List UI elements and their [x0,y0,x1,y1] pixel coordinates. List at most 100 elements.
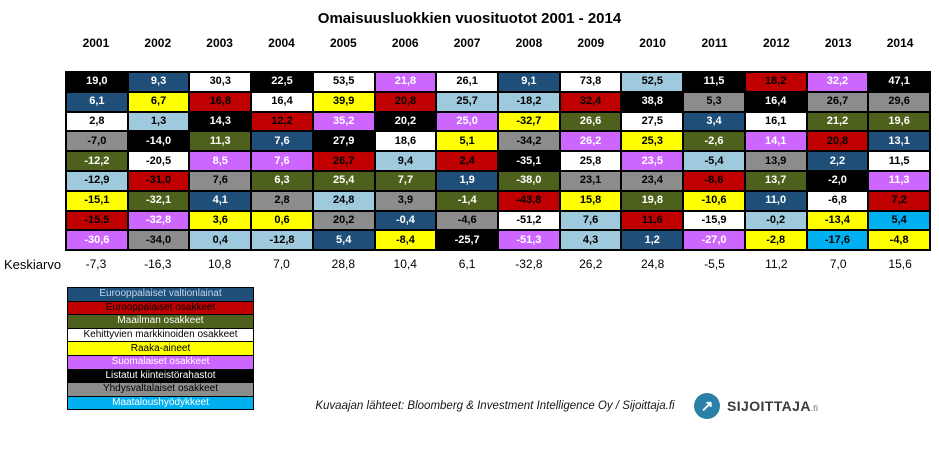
return-cell-2008-r1: 9,1 [499,73,559,91]
return-cell-2007-r1: 26,1 [437,73,497,91]
legend-item: Suomalaiset osakkeet [68,355,253,369]
return-cell-2004-r8: 0,6 [252,211,312,230]
return-cell-2008-r8: -51,2 [499,211,559,230]
legend-item: Eurooppalaiset osakkeet [68,301,253,315]
return-cell-2004-r9: -12,8 [252,231,312,250]
return-cell-2013-r6: -2,0 [807,171,868,190]
average-cell-2011: -5,5 [704,257,725,271]
return-cell-2002-r3: 1,3 [128,112,189,131]
return-cell-2013-r1: 32,2 [807,73,868,91]
return-cell-2014-r9: -4,8 [869,231,929,250]
average-cell-2014: 15,6 [888,257,912,271]
legend-item: Maailman osakkeet [68,315,253,328]
return-cell-2005-r4: 27,9 [313,132,374,151]
return-cell-2011-r6: -8,6 [684,171,744,190]
return-cell-2003-r5: 8,5 [190,152,251,170]
return-cell-2005-r8: 20,2 [313,211,374,230]
return-cell-2008-r7: -43,8 [499,191,559,210]
return-cell-2005-r6: 25,4 [313,171,374,190]
return-cell-2005-r7: 24,8 [313,191,374,210]
return-cell-2012-r8: -0,2 [745,211,806,230]
return-cell-2007-r7: -1,4 [437,191,497,210]
return-cell-2013-r7: -6,8 [807,191,868,210]
return-cell-2003-r9: 0,4 [190,231,251,250]
return-cell-2007-r5: 2,4 [437,152,497,170]
average-cell-2003: 10,8 [207,257,232,271]
return-cell-2008-r6: -38,0 [499,171,559,190]
return-cell-2013-r4: 20,8 [807,132,868,151]
return-cell-2006-r9: -8,4 [375,231,436,250]
return-cell-2011-r7: -10,6 [684,191,744,210]
logo-text: SIJOITTAJA [727,398,811,414]
return-cell-2003-r2: 16,8 [190,92,251,111]
year-header-2008: 2008 [515,36,543,50]
return-cell-2012-r3: 16,1 [745,112,806,131]
return-cell-2008-r9: -51,3 [499,231,559,250]
average-cell-2013: 7,0 [829,257,847,271]
return-cell-2005-r1: 53,5 [313,73,374,91]
return-cell-2009-r7: 15,8 [560,191,621,210]
return-cell-2006-r5: 9,4 [375,152,436,170]
return-cell-2004-r1: 22,5 [252,73,312,91]
return-cell-2010-r8: 11,6 [622,211,683,230]
year-header-2013: 2013 [824,36,852,50]
legend-item: Raaka-aineet [68,342,253,355]
page-title: Omaisuusluokkien vuosituotot 2001 - 2014 [317,10,622,27]
return-cell-2009-r3: 26,6 [560,112,621,131]
return-cell-2009-r2: 32,4 [560,92,621,111]
return-cell-2008-r3: -32,7 [499,112,559,131]
return-cell-2007-r4: 5,1 [437,132,497,151]
return-cell-2012-r1: 18,2 [745,73,806,91]
return-cell-2003-r3: 14,3 [190,112,251,131]
year-header-2010: 2010 [639,36,666,50]
average-row: -7,3 -16,3 10,8 7,0 28,8 10,4 6,1 -32,8 26,2 24,8… [65,257,931,271]
return-cell-2003-r4: 11,3 [190,132,251,151]
return-cell-2002-r9: -34,0 [128,231,189,250]
return-cell-2013-r2: 26,7 [807,92,868,111]
return-cell-2014-r6: 11,3 [869,171,929,190]
return-cell-2010-r9: 1,2 [622,231,683,250]
return-cell-2009-r9: 4,3 [560,231,621,250]
average-cell-2006: 10,4 [393,257,417,271]
return-cell-2006-r8: -0,4 [375,211,436,230]
average-cell-2009: 26,2 [579,257,603,271]
return-cell-2007-r2: 25,7 [437,92,497,111]
year-header-2012: 2012 [763,36,790,50]
year-header-2005: 2005 [330,36,357,50]
return-cell-2003-r7: 4,1 [190,191,251,210]
year-header-2014: 2014 [886,36,914,50]
average-cell-2007: 6,1 [458,257,476,271]
return-cell-2003-r6: 7,6 [190,171,251,190]
return-cell-2007-r3: 25,0 [437,112,497,131]
return-cell-2001-r6: -12,9 [67,171,127,190]
arrow-up-right-icon: ↗ [694,393,720,419]
legend-item: Yhdysvaltalaiset osakkeet [68,383,253,396]
return-cell-2012-r4: 14,1 [745,132,806,151]
return-cell-2002-r1: 9,3 [128,73,189,91]
year-header-2006: 2006 [391,36,419,50]
average-cell-2010: 24,8 [640,257,665,271]
return-cell-2011-r8: -15,9 [684,211,744,230]
return-cell-2002-r6: -31,0 [128,171,189,190]
return-cell-2010-r4: 25,3 [622,132,683,151]
return-cell-2007-r6: 1,9 [437,171,497,190]
return-cell-2012-r5: 13,9 [745,152,806,170]
source-caption: Kuvaajan lähteet: Bloomberg & Investment… [315,400,675,412]
year-header-2003: 2003 [206,36,233,50]
return-cell-2002-r7: -32,1 [128,191,189,210]
average-cell-2008: -32,8 [515,257,543,271]
return-cell-2001-r1: 19,0 [67,73,127,91]
return-cell-2013-r3: 21,2 [807,112,868,131]
year-header-row: 2001 2002 2003 2004 2005 2006 2007 2008 2009 2010… [65,36,931,50]
return-cell-2004-r4: 7,6 [252,132,312,151]
return-cell-2010-r1: 52,5 [622,73,683,91]
return-cell-2011-r3: 3,4 [684,112,744,131]
return-cell-2014-r7: 7,2 [869,191,929,210]
return-cell-2014-r3: 19,6 [869,112,929,131]
return-cell-2005-r3: 35,2 [313,112,374,131]
return-cell-2013-r5: 2,2 [807,152,868,170]
year-header-2011: 2011 [701,36,728,50]
return-cell-2009-r4: 26,2 [560,132,621,151]
year-header-2002: 2002 [144,36,172,50]
